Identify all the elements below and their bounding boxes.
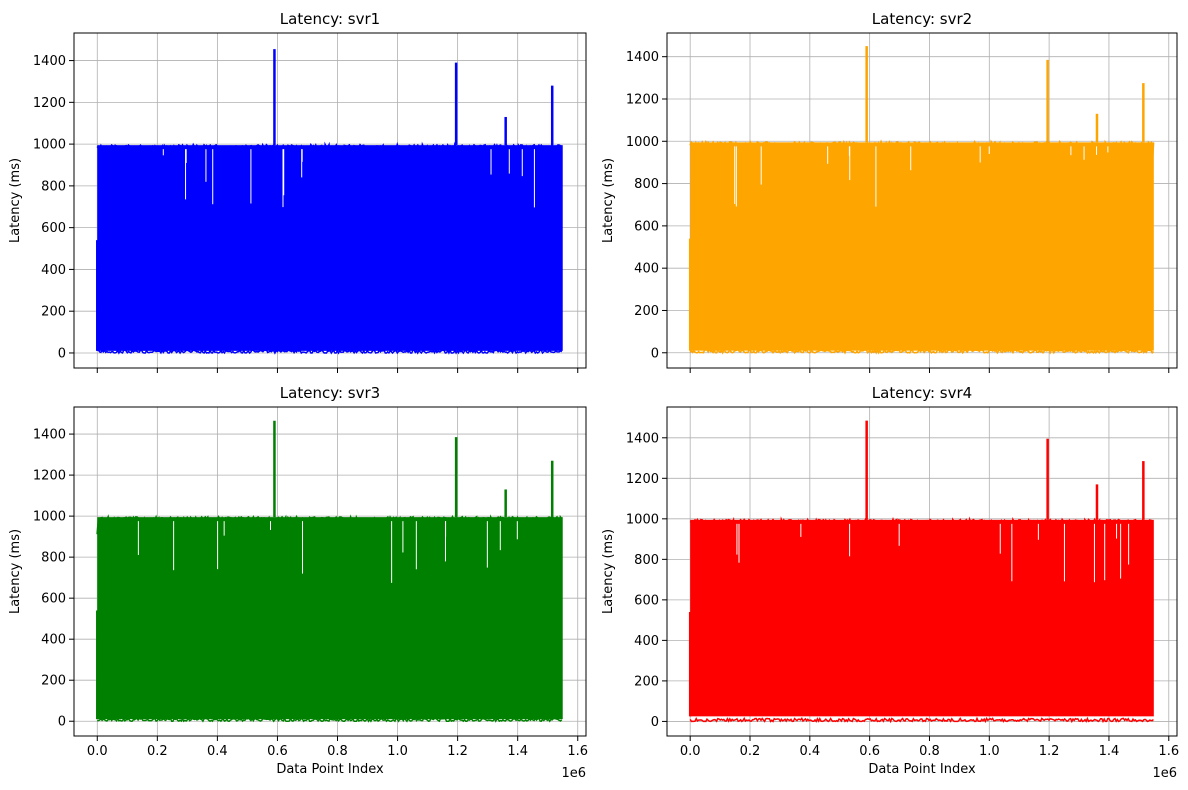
- x-tick-label: 0.6: [267, 744, 288, 759]
- x-tick-label: 0.8: [919, 744, 940, 759]
- x-tick-label: 1.4: [507, 744, 528, 759]
- y-tick-label: 400: [634, 262, 659, 277]
- series-top-edge: [689, 139, 1155, 165]
- series-bottom-edge: [689, 347, 1154, 355]
- subplot-title: Latency: svr1: [280, 10, 380, 28]
- x-tick-label: 0.8: [327, 744, 348, 759]
- axes-frame: [73, 32, 587, 369]
- y-tick-label: 800: [634, 553, 659, 568]
- y-tick-label: 1200: [626, 472, 659, 487]
- y-tick-label: 200: [634, 674, 659, 689]
- y-tick-label: 400: [634, 634, 659, 649]
- x-tick-label: 0.0: [87, 744, 108, 759]
- y-tick-label: 0: [651, 715, 659, 730]
- x-tick-label: 1.0: [387, 744, 408, 759]
- subplot-3: 0.0 0.2 0.4 0.6 0.8 1.0 1.2 1.4 1.6 0 200 400 600 800…: [8, 384, 588, 781]
- series-1: [96, 49, 563, 355]
- y-tick-label: 1400: [626, 50, 659, 65]
- y-tick-label: 600: [634, 219, 659, 234]
- x-tick-label: 0.4: [799, 744, 820, 759]
- x-axis-label: Data Point Index: [276, 762, 384, 777]
- x-tick-label: 1.6: [567, 744, 588, 759]
- y-tick-label: 1400: [33, 428, 66, 443]
- subplot-1: 0 200 400 600 800 1000 1200 1400 Latency: svr1 La…: [8, 10, 587, 373]
- subplot-title: Latency: svr2: [872, 10, 972, 28]
- subplot-4: 0.0 0.2 0.4 0.6 0.8 1.0 1.2 1.4 1.6 0 200 400 600 800…: [601, 384, 1179, 781]
- y-tick-label: 1400: [33, 54, 66, 69]
- series-top-edge: [689, 516, 1154, 542]
- x-tick-label: 0.0: [680, 744, 701, 759]
- series-band: [690, 142, 1154, 351]
- x-tick-label: 0.4: [207, 744, 228, 759]
- series-top-edge: [96, 514, 563, 539]
- y-tick-label: 600: [634, 593, 659, 608]
- y-tick-label: 200: [634, 304, 659, 319]
- y-tick-label: 1000: [626, 512, 659, 527]
- y-tick-label: 1400: [626, 431, 659, 446]
- series-bottom-edge: [97, 716, 563, 723]
- x-tick-label: 1.6: [1158, 744, 1179, 759]
- x-offset-label: 1e6: [561, 766, 586, 781]
- y-tick-label: 200: [41, 674, 66, 689]
- y-tick-label: 800: [41, 179, 66, 194]
- x-axis-label: Data Point Index: [868, 762, 976, 777]
- series-bottom-edge: [689, 716, 1154, 724]
- y-tick-label: 1200: [33, 469, 66, 484]
- series-band: [97, 145, 563, 351]
- y-tick-label: 200: [41, 305, 66, 320]
- series-3: [96, 420, 563, 723]
- y-tick-label: 1000: [33, 510, 66, 525]
- y-tick-label: 0: [58, 346, 66, 361]
- y-tick-label: 1000: [626, 135, 659, 150]
- series-2: [688, 46, 1155, 355]
- x-tick-label: 1.2: [1039, 744, 1060, 759]
- y-tick-label: 600: [41, 221, 66, 236]
- axes-frame: [666, 406, 1178, 737]
- y-axis-label: Latency (ms): [601, 529, 616, 614]
- y-tick-label: 800: [634, 177, 659, 192]
- y-axis-label: Latency (ms): [8, 529, 23, 614]
- x-tick-label: 1.4: [1099, 744, 1120, 759]
- series-bottom-edge: [97, 348, 563, 355]
- x-tick-label: 0.2: [147, 744, 168, 759]
- series-band: [690, 519, 1154, 717]
- y-tick-label: 1200: [33, 96, 66, 111]
- series-top-edge: [96, 141, 563, 168]
- subplot-title: Latency: svr3: [280, 384, 380, 402]
- y-tick-label: 1200: [626, 92, 659, 107]
- x-tick-label: 1.0: [979, 744, 1000, 759]
- series-4: [688, 420, 1154, 724]
- y-tick-label: 800: [41, 551, 66, 566]
- series-band: [97, 517, 563, 720]
- y-tick-label: 0: [58, 715, 66, 730]
- axes-frame: [666, 32, 1178, 369]
- y-tick-label: 400: [41, 263, 66, 278]
- x-offset-label: 1e6: [1152, 766, 1177, 781]
- subplot-2: 0 200 400 600 800 1000 1200 1400 Latency: svr2 La…: [601, 10, 1178, 373]
- subplot-title: Latency: svr4: [872, 384, 972, 402]
- x-tick-label: 0.2: [740, 744, 761, 759]
- y-tick-label: 400: [41, 633, 66, 648]
- y-tick-label: 1000: [33, 138, 66, 153]
- y-tick-label: 600: [41, 592, 66, 607]
- x-tick-label: 0.6: [859, 744, 880, 759]
- axes-frame: [73, 406, 587, 737]
- y-axis-label: Latency (ms): [601, 158, 616, 243]
- y-tick-label: 0: [651, 346, 659, 361]
- x-tick-label: 1.2: [447, 744, 468, 759]
- y-axis-label: Latency (ms): [8, 158, 23, 243]
